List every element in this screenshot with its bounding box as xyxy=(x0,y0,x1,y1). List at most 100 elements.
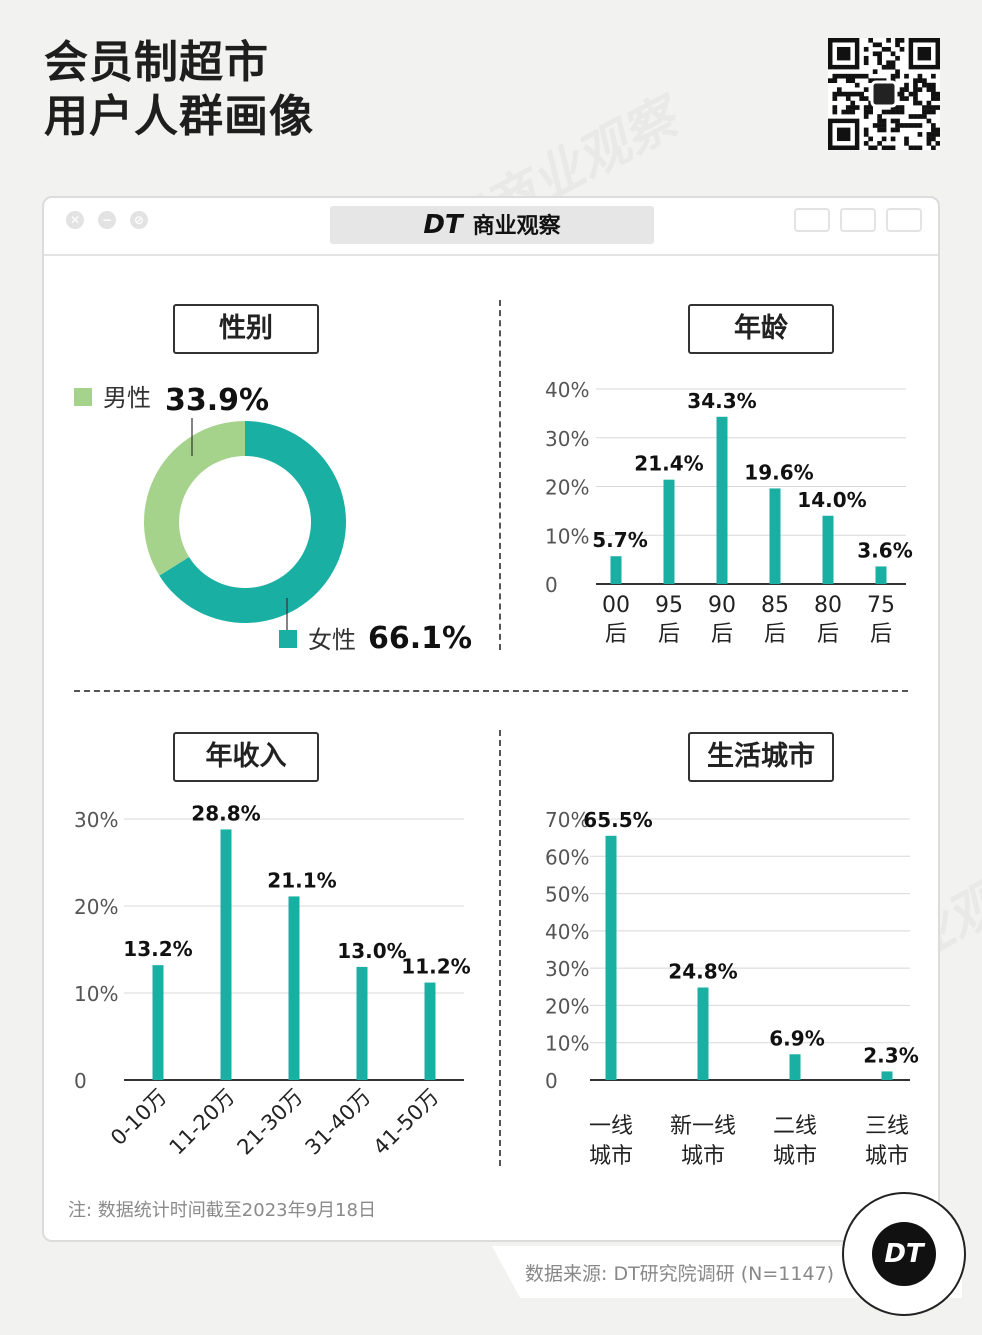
maximize-icon: ⊘ xyxy=(130,211,148,229)
y-tick-label: 10% xyxy=(545,524,589,548)
bar xyxy=(822,515,834,584)
data-label: 21.1% xyxy=(267,868,336,892)
data-label: 19.6% xyxy=(744,460,813,484)
section-title-gender: 性别 xyxy=(173,304,319,354)
section-title-age: 年龄 xyxy=(688,304,834,354)
bar xyxy=(356,966,368,1080)
y-tick-label: 10% xyxy=(74,982,118,1006)
record-icon xyxy=(794,208,830,232)
section-title-income: 年收入 xyxy=(173,732,319,782)
x-tick-label: 0-10万 xyxy=(106,1085,172,1151)
bar xyxy=(610,556,622,584)
qr-code xyxy=(828,38,941,151)
bar xyxy=(716,416,728,584)
data-label: 2.3% xyxy=(863,1043,918,1067)
y-tick-label: 50% xyxy=(545,883,589,907)
y-tick-label: 40% xyxy=(545,920,589,944)
x-tick-label: 11-20万 xyxy=(165,1085,240,1160)
legend-label-male: 男性 xyxy=(103,384,151,412)
y-tick-label: 0 xyxy=(74,1069,87,1093)
income-bar-chart: 0 10% 20% 30% 13.2% 0-10万 28.8% 11-20万 21.1% 21-3… xyxy=(74,801,471,1159)
bar xyxy=(881,1071,893,1080)
section-divider-horizontal xyxy=(74,690,908,692)
y-tick-label: 20% xyxy=(74,895,118,919)
x-tick-label: 后 xyxy=(711,622,733,647)
pie-slice-female xyxy=(159,421,346,623)
x-tick-label: 后 xyxy=(870,622,892,647)
x-tick-label: 后 xyxy=(764,622,786,647)
brand-mark: DT xyxy=(423,210,463,240)
legend-label-female: 女性 xyxy=(308,626,356,654)
bar xyxy=(152,965,164,1080)
bar xyxy=(875,566,887,584)
y-tick-label: 10% xyxy=(545,1032,589,1056)
y-tick-label: 40% xyxy=(545,378,589,402)
close-icon: ✕ xyxy=(66,211,84,229)
section-divider-vertical xyxy=(499,730,501,1166)
home-icon xyxy=(840,208,876,232)
legend-swatch-female xyxy=(279,630,297,648)
y-tick-label: 20% xyxy=(545,476,589,500)
x-tick-label: 一线 xyxy=(589,1114,633,1139)
legend-value-female: 66.1% xyxy=(368,621,472,656)
x-tick-label: 三线 xyxy=(865,1114,909,1139)
x-tick-label: 城市 xyxy=(865,1144,909,1169)
x-tick-label: 新一线 xyxy=(670,1114,736,1139)
page-title: 会员制超市 用户人群画像 xyxy=(44,36,314,144)
x-tick-label: 城市 xyxy=(589,1144,633,1169)
y-tick-label: 70% xyxy=(545,808,589,832)
x-tick-label: 后 xyxy=(605,622,627,647)
x-tick-label: 90 xyxy=(708,593,736,618)
y-tick-label: 30% xyxy=(545,957,589,981)
data-label: 21.4% xyxy=(634,452,703,476)
data-label: 5.7% xyxy=(592,528,647,552)
data-label: 3.6% xyxy=(857,538,912,562)
dt-logo: DT xyxy=(872,1222,936,1286)
data-label: 65.5% xyxy=(583,808,652,832)
y-tick-label: 0 xyxy=(545,1069,558,1093)
data-source: 数据来源: DT研究院调研 (N=1147) xyxy=(525,1263,835,1285)
bar xyxy=(769,488,781,584)
gender-donut xyxy=(144,421,346,623)
section-title-city: 生活城市 xyxy=(688,732,834,782)
legend-value-male: 33.9% xyxy=(165,383,269,418)
x-tick-label: 85 xyxy=(761,593,789,618)
x-tick-label: 城市 xyxy=(681,1144,725,1169)
qr-code-graphic xyxy=(828,38,941,151)
bar xyxy=(424,982,436,1080)
brand-bar: DT 商业观察 xyxy=(330,206,654,244)
y-tick-label: 20% xyxy=(545,994,589,1018)
data-label: 24.8% xyxy=(668,960,737,984)
data-label: 34.3% xyxy=(687,389,756,413)
x-tick-label: 00 xyxy=(602,593,630,618)
pie-slice-male xyxy=(144,421,245,576)
y-tick-label: 0 xyxy=(545,573,558,597)
footnote: 注: 数据统计时间截至2023年9月18日 xyxy=(68,1200,376,1221)
x-tick-label: 95 xyxy=(655,593,683,618)
y-tick-label: 30% xyxy=(545,427,589,451)
brand-name: 商业观察 xyxy=(472,214,561,239)
bar xyxy=(605,835,617,1080)
data-label: 11.2% xyxy=(401,955,470,979)
x-tick-label: 二线 xyxy=(773,1114,817,1139)
x-tick-label: 31-40万 xyxy=(301,1085,376,1160)
page-title-line1: 会员制超市 xyxy=(44,37,269,88)
minimize-icon: − xyxy=(98,211,116,229)
bar xyxy=(789,1054,801,1080)
section-divider-vertical xyxy=(499,300,501,650)
data-label: 13.2% xyxy=(123,937,192,961)
x-tick-label: 后 xyxy=(817,622,839,647)
y-tick-label: 60% xyxy=(545,845,589,869)
bar xyxy=(697,987,709,1080)
age-bar-chart: 0 10% 20% 30% 40% 5.7% 00 后 21.4% 95 后 34.3% 90 后 19.6… xyxy=(545,378,913,647)
data-label: 6.9% xyxy=(769,1026,824,1050)
x-tick-label: 后 xyxy=(658,622,680,647)
data-label: 28.8% xyxy=(191,801,260,825)
x-tick-label: 41-50万 xyxy=(369,1085,444,1160)
legend-swatch-male xyxy=(74,388,92,406)
bar xyxy=(663,479,675,584)
y-tick-label: 30% xyxy=(74,808,118,832)
x-tick-label: 城市 xyxy=(773,1144,817,1169)
